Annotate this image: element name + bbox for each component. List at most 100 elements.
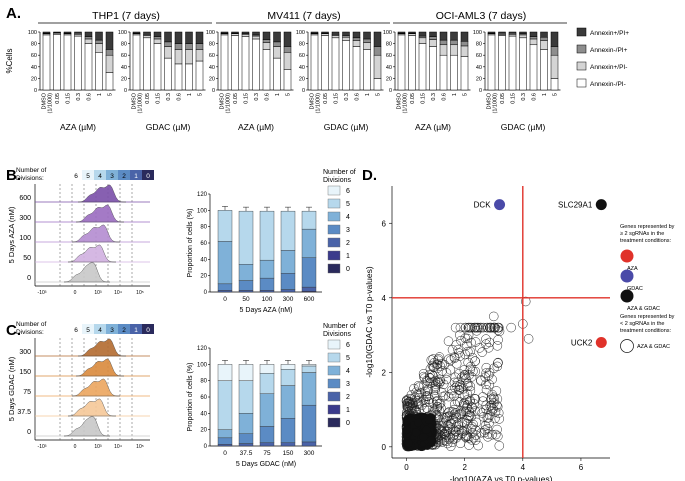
stacked-bar-segment (42, 34, 51, 91)
stacked-bar-segment (487, 34, 496, 91)
gene-point-open (453, 421, 464, 431)
stacked-bar-segment (164, 57, 172, 91)
legend-swatch (327, 198, 341, 209)
legend-title: < 2 sgRNAs in the (620, 321, 664, 327)
y-tick-label: 60 (476, 53, 482, 59)
gene-point-open (448, 414, 458, 424)
stacked-bar-segment (153, 38, 162, 44)
y-tick-label: 40 (476, 65, 482, 71)
bar-y-tick-label: 20 (200, 274, 207, 280)
gene-point-open (474, 343, 485, 353)
gene-point-open (414, 389, 424, 400)
y-tick-label: 100 (206, 30, 215, 36)
stacked-bar-segment (439, 39, 448, 46)
stacked-bar-segment (460, 56, 469, 91)
gene-point-open (418, 371, 429, 382)
divisions-title-line1: Number of (16, 321, 47, 328)
stacked-bar-segment (550, 31, 559, 47)
gene-point-open (487, 374, 497, 385)
stacked-bar-segment (352, 40, 361, 47)
panel-label-d: D. (362, 167, 377, 184)
stacked-bar-segment (231, 35, 239, 91)
gene-point-open (482, 322, 492, 333)
legend-swatch (327, 352, 341, 363)
gene-point-open (492, 424, 502, 435)
stacked-bar-segment (450, 39, 458, 46)
stacked-bar-segment (185, 49, 193, 65)
gene-point-open (481, 334, 491, 344)
legend-label: AZA & GDAC (637, 344, 670, 350)
gene-point-open (492, 400, 502, 411)
division-scale-cell (130, 170, 142, 180)
gene-point-open (462, 431, 472, 441)
y-tick-label: 20 (386, 76, 392, 82)
stacked-bar-segment (185, 31, 193, 44)
stacked-bar-segment (273, 46, 281, 59)
gene-point-open (435, 361, 446, 371)
division-scale-cell (118, 324, 130, 334)
gene-point-open (484, 418, 494, 428)
gene-point-open (430, 391, 440, 401)
stacked-bar-segment (217, 290, 233, 293)
legend-swatch (576, 78, 587, 88)
division-scale-cell (82, 324, 94, 334)
gene-point-open (492, 401, 503, 412)
gene-point-open (483, 370, 494, 381)
stacked-bar-segment (352, 31, 361, 39)
y-tick-label: 40 (299, 65, 305, 71)
division-scale-cell (94, 170, 106, 180)
stacked-bar-segment (418, 31, 427, 37)
x-tick-label: 0.6 (355, 93, 361, 101)
y-tick-label: 20 (209, 76, 215, 82)
gene-point-open (422, 403, 432, 413)
hist-row-label: 600 (19, 195, 31, 202)
stacked-bar-segment (519, 31, 527, 34)
gene-point-open (463, 322, 474, 333)
stacked-bar-segment (429, 39, 437, 47)
stacked-bar-segment (321, 33, 329, 36)
x-tick-label: 0.15 (511, 93, 517, 104)
bar-x-tick-label: 300 (304, 450, 315, 457)
gene-point-open (437, 437, 447, 447)
histogram-peak (63, 262, 110, 283)
division-scale-label: 5 (86, 173, 90, 180)
division-scale-label: 2 (122, 173, 126, 180)
gene-point-open (494, 441, 505, 451)
stacked-bar-segment (105, 31, 114, 50)
histogram-peak (67, 244, 116, 263)
stacked-bar-segment (53, 31, 61, 33)
y-tick-label: 20 (299, 76, 305, 82)
bar-y-tick-label: 60 (200, 395, 207, 401)
gene-point-open (439, 429, 450, 440)
gene-point-open (465, 395, 475, 406)
stacked-bar-segment (408, 33, 416, 36)
gene-point-open (454, 385, 464, 395)
y-tick-label: 40 (209, 65, 215, 71)
stacked-bar-segment (397, 31, 406, 34)
gene-point-open (465, 410, 475, 420)
stacked-bar-segment (301, 441, 317, 447)
gene-point-open (474, 322, 484, 333)
division-scale-label: 6 (74, 173, 78, 180)
stacked-bar-segment (540, 36, 548, 41)
stacked-bar-segment (252, 35, 260, 40)
stacked-bar-segment (301, 210, 317, 230)
stacked-bar-segment (95, 43, 103, 53)
legend-swatch (327, 339, 341, 350)
legend-swatch (327, 211, 341, 222)
gene-point-open (463, 381, 473, 391)
bar-y-tick-label: 120 (197, 192, 208, 198)
x-tick-label: 0.3 (254, 93, 260, 101)
gene-point-open (465, 385, 476, 396)
stacked-bar-segment (450, 54, 458, 91)
y-tick-label: 4 (382, 294, 387, 303)
gene-point-open (466, 337, 476, 348)
division-scale-cell (106, 170, 118, 180)
stacked-bar-segment (231, 33, 239, 36)
gene-point-dense (404, 438, 414, 448)
histogram-peak (67, 398, 116, 417)
bar-x-tick-label: 37.5 (240, 450, 253, 457)
stacked-bar-segment (373, 54, 382, 79)
division-scale-label: 1 (134, 327, 138, 334)
y-tick-label: 100 (28, 30, 37, 36)
